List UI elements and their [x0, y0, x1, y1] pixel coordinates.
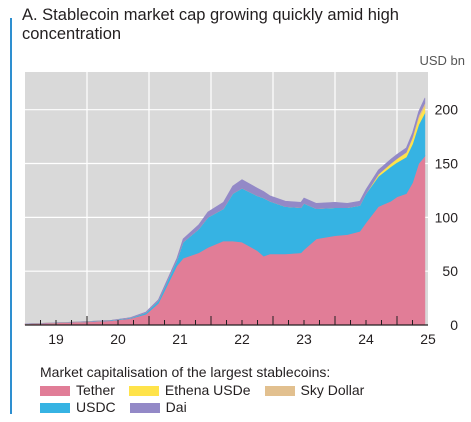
- x-axis: [25, 316, 428, 326]
- y-tick-label: 50: [442, 263, 458, 279]
- x-tick-label: 22: [234, 331, 250, 347]
- legend: Market capitalisation of the largest sta…: [40, 364, 378, 416]
- x-tick-label: 23: [296, 331, 312, 347]
- chart-title: A. Stablecoin market cap growing quickly…: [22, 6, 399, 43]
- panel-left-rule: [10, 18, 12, 414]
- legend-label: USDC: [76, 399, 116, 415]
- chart-svg: 0 50 100 150 200 19 20 21 22 23 24 25: [24, 72, 459, 347]
- legend-label: Sky Dollar: [300, 382, 365, 398]
- legend-swatch: [129, 402, 160, 413]
- legend-row: Tether Ethena USDe Sky Dollar: [40, 382, 378, 399]
- legend-swatch: [40, 402, 70, 413]
- legend-item-usdc: USDC: [40, 399, 116, 416]
- x-tick-labels: 19 20 21 22 23 24 25: [48, 331, 436, 347]
- legend-item-tether: Tether: [40, 382, 115, 399]
- legend-row: USDC Dai: [40, 399, 378, 416]
- unit-label: USD bn: [419, 53, 465, 68]
- legend-title: Market capitalisation of the largest sta…: [40, 364, 331, 380]
- legend-item-dai: Dai: [129, 399, 187, 416]
- x-tick-label: 25: [420, 331, 436, 347]
- x-tick-label: 20: [110, 331, 126, 347]
- y-tick-label: 100: [435, 209, 459, 225]
- y-tick-label: 200: [435, 102, 459, 118]
- legend-item-sky-dollar: Sky Dollar: [264, 382, 365, 399]
- x-tick-label: 24: [358, 331, 374, 347]
- legend-label: Tether: [76, 382, 115, 398]
- x-tick-label: 19: [48, 331, 64, 347]
- legend-swatch: [264, 385, 295, 396]
- y-tick-label: 150: [435, 156, 459, 172]
- stacked-areas: [24, 97, 426, 326]
- y-tick-label: 0: [450, 317, 458, 333]
- legend-swatch: [128, 385, 159, 396]
- y-tick-labels: 0 50 100 150 200: [435, 102, 459, 333]
- legend-label: Ethena USDe: [164, 382, 251, 398]
- legend-item-ethena-usde: Ethena USDe: [128, 382, 251, 399]
- area-dai: [24, 97, 426, 325]
- x-tick-label: 21: [172, 331, 188, 347]
- legend-swatch: [40, 385, 70, 396]
- legend-label: Dai: [165, 399, 187, 415]
